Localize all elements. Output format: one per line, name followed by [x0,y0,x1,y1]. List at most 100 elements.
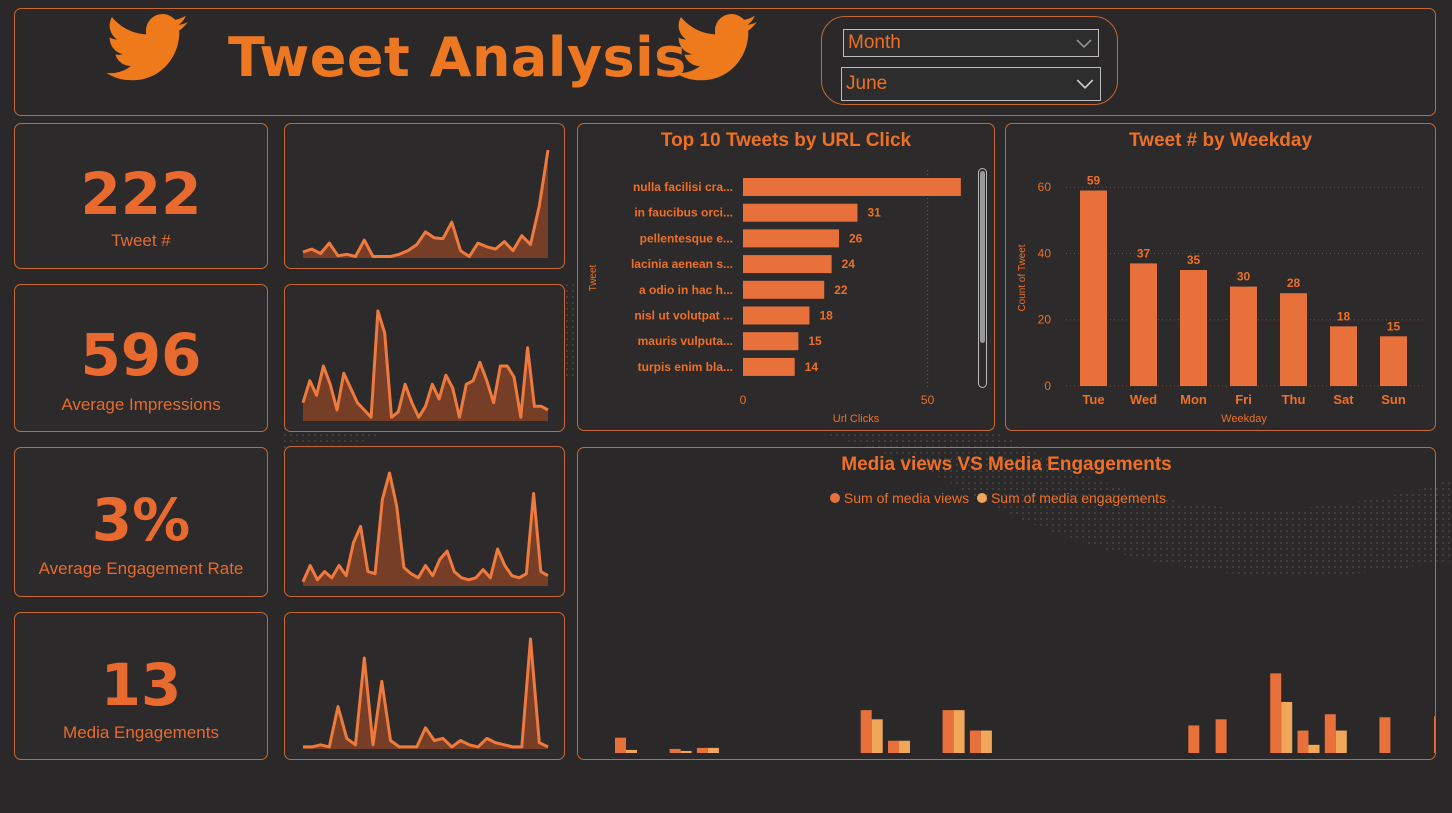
bar [1230,286,1257,386]
sparkline-area [303,639,548,749]
kpi-card-tweet-count: 222 Tweet # [14,123,268,269]
y-tick-label: 20 [1038,313,1052,327]
data-label: 59 [1087,174,1101,188]
kpi-value: 222 [80,160,202,228]
scrollbar-thumb[interactable] [980,171,985,343]
x-tick-label: Wed [1130,392,1157,407]
weekday-bar-chart: 0 20 40 60 59 Tue 37 Wed 35 Mon 30 Fri 28 Thu 18 Sat 15 S… [1017,174,1426,425]
chart-legend: Sum of media views Sum of media engageme… [830,490,1166,506]
data-label: 24 [842,257,856,271]
bar-media-engagements [871,719,883,753]
data-label: 30 [1237,270,1251,284]
month-slicer-value: June [846,73,888,94]
bar-media-views [969,730,981,753]
bar [743,203,858,222]
media-grouped-bar-chart [615,673,1435,753]
data-label: 31 [867,206,881,220]
data-label: 18 [1337,309,1351,323]
sparkline-area [303,311,548,421]
kpi-card-engagement-rate: 3% Average Engagement Rate [14,447,268,597]
kpi-label: Average Impressions [61,395,221,414]
sparkline-card-media-engagements [284,612,565,760]
bar [743,178,961,196]
data-label: 14 [805,360,819,374]
sparkline-line [301,309,549,419]
kpi-value: 13 [100,651,182,719]
period-slicer[interactable]: Month [843,29,1099,57]
kpi-value: 3% [91,486,191,554]
x-tick-label: 50 [921,393,935,407]
data-label: 15 [1387,319,1401,333]
kpi-card-avg-impressions: 596 Average Impressions [14,284,268,432]
page-title: Tweet Analysis [228,26,687,89]
bar-media-engagements [980,730,992,753]
chart-scrollbar[interactable] [978,168,987,388]
y-tick-label: 0 [1044,379,1051,393]
legend-dot-views [830,493,840,503]
bar [743,332,799,351]
twitter-bird-icon [106,14,188,81]
weekday-chart-panel: Tweet # by Weekday 0 20 40 60 59 Tue 37 Wed 35 Mo… [1005,123,1436,431]
tweet-label: mauris vulputa... [638,334,733,348]
x-tick-label: Tue [1082,392,1104,407]
slicer-group: Month June [821,16,1118,105]
x-axis-label: Url Clicks [833,413,880,425]
bar [1080,190,1107,386]
data-label: 37 [1137,246,1151,260]
y-tick-label: 40 [1038,246,1052,260]
bar-media-engagements [707,747,719,753]
sparkline-engagement-rate [301,471,549,586]
bar-media-views [1297,730,1309,753]
bar-media-engagements [626,749,637,753]
tweet-label: pellentesque e... [640,231,733,245]
top-tweets-bar-chart: nulla facilisi cra... in faucibus orci...… [588,170,961,425]
legend-label-views: Sum of media views [843,490,970,506]
bar [743,229,839,248]
sparkline-area [303,150,548,258]
bar-media-views [1188,725,1200,753]
tweet-label: nulla facilisi cra... [633,180,733,194]
top-tweets-chart-panel: Top 10 Tweets by URL Click nulla facilis… [577,123,995,431]
bar-media-engagements [1335,730,1347,753]
period-slicer-value: Month [848,32,901,53]
bar [743,306,810,325]
x-tick-label: Thu [1282,392,1306,407]
bar-media-views [942,710,954,753]
bar [743,280,825,299]
month-slicer[interactable]: June [841,67,1101,101]
bar-media-engagements [899,740,910,753]
kpi-label: Average Engagement Rate [38,559,244,578]
tweet-label: turpis enim bla... [638,360,733,374]
sparkline-line [301,471,549,583]
kpi-value: 596 [80,321,202,389]
bar-media-views [1379,717,1391,753]
kpi-card-media-engagements: 13 Media Engagements [14,612,268,760]
tweet-label: in faucibus orci... [634,206,733,220]
sparkline-card-engagement-rate [284,446,565,597]
bar-media-engagements [953,710,965,753]
data-label: 22 [834,283,848,297]
bar-media-views [669,748,681,753]
bar [1330,326,1357,386]
x-tick-label: Sun [1381,392,1406,407]
bar [1380,336,1407,386]
media-chart-panel: Media views VS Media Engagements Sum of … [577,447,1436,760]
x-tick-label: Fri [1235,392,1252,407]
x-tick-label: Mon [1180,392,1207,407]
data-label: 26 [849,231,863,245]
bar [1280,293,1307,386]
tweet-label: lacinia aenean s... [631,257,733,271]
chevron-down-icon [1076,39,1092,49]
sparkline-line [302,149,550,258]
data-label: 18 [819,309,833,323]
bar-media-views [1270,673,1282,753]
bar-media-views [860,710,872,753]
chevron-down-icon [1076,79,1094,89]
chart-title: Tweet # by Weekday [1128,130,1313,151]
sparkline-tweets [302,149,550,258]
tweet-label: nisl ut volutpat ... [634,309,733,323]
tweet-label: a odio in hac h... [639,283,733,297]
data-label: 35 [1187,253,1201,267]
x-tick-label: Sat [1333,392,1354,407]
legend-dot-engagements [977,493,988,503]
